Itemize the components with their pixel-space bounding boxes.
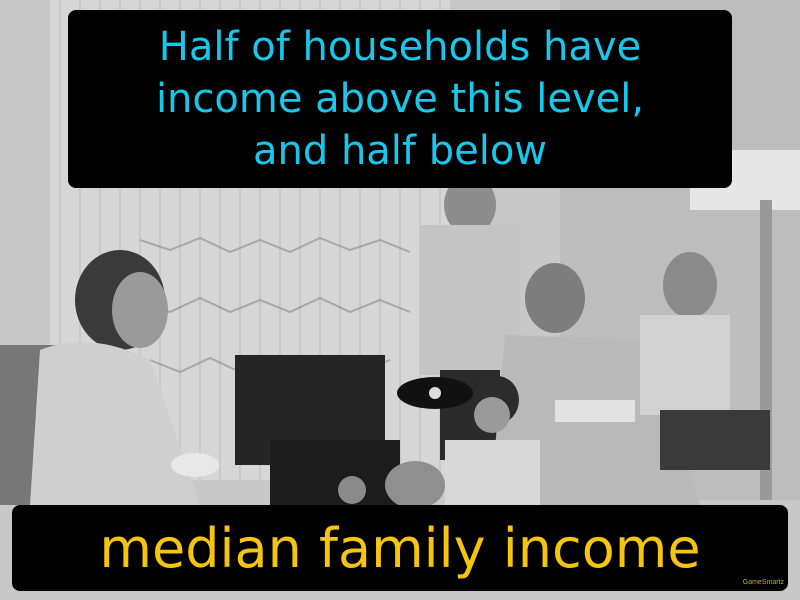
term-box: median family income [12, 505, 788, 591]
definition-text: Half of households have income above thi… [146, 21, 654, 177]
brand-label: GameSmartz [742, 579, 784, 586]
definition-line-3: and half below [252, 128, 548, 174]
term-title: median family income [99, 516, 701, 580]
definition-box: Half of households have income above thi… [68, 10, 732, 188]
definition-line-1: Half of households have [158, 24, 642, 70]
definition-line-2: income above this level, [155, 76, 645, 122]
